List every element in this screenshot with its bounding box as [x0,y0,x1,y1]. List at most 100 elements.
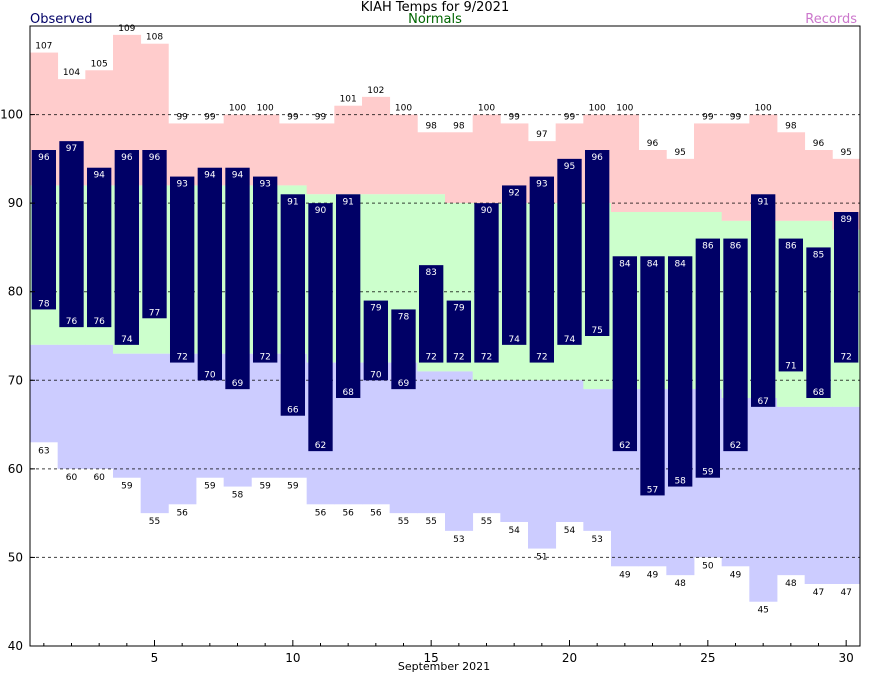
observed-high-label: 91 [757,197,768,207]
observed-high-label: 97 [66,144,77,154]
observed-bar [584,150,610,336]
record-high-label: 100 [616,104,633,114]
observed-low-label: 72 [536,353,547,363]
legend-normals: Normals [408,12,462,27]
record-low-label: 55 [149,517,160,527]
record-low-band [251,353,280,478]
observed-high-label: 94 [93,171,105,181]
record-low-band [832,406,861,584]
observed-low-label: 74 [564,335,576,345]
y-tick-label: 40 [8,639,23,653]
observed-bar [252,176,278,363]
observed-bar [778,238,804,372]
observed-bar [31,150,57,310]
record-low-band [140,353,169,514]
observed-low-label: 77 [149,308,160,318]
observed-high-label: 93 [176,180,187,190]
record-low-label: 45 [757,606,768,616]
record-low-label: 55 [481,517,492,527]
record-low-label: 59 [121,482,133,492]
observed-bar [114,150,140,345]
legend-records: Records [805,12,857,27]
observed-low-label: 68 [813,388,825,398]
observed-bar [446,300,472,363]
observed-bar [833,212,859,363]
observed-high-label: 85 [813,250,824,260]
record-high-band [611,114,640,212]
record-low-label: 53 [453,535,464,545]
record-low-label: 56 [342,508,354,518]
record-high-label: 99 [508,112,520,122]
observed-bar [142,150,167,319]
y-tick-label: 60 [8,462,23,476]
record-low-label: 47 [840,588,851,598]
record-high-label: 99 [287,112,299,122]
observed-high-label: 93 [536,180,547,190]
record-low-band [804,406,833,584]
observed-bar [418,265,444,363]
record-low-label: 56 [315,508,327,518]
y-tick-label: 70 [8,373,23,387]
observed-bar [280,194,306,416]
x-tick-label: 10 [285,651,300,665]
record-high-band [721,123,750,221]
observed-high-label: 96 [591,153,603,163]
observed-high-label: 93 [259,180,270,190]
record-low-label: 54 [564,526,576,536]
record-high-label: 99 [176,112,188,122]
observed-high-label: 86 [730,242,742,252]
record-low-band [472,380,501,514]
record-low-label: 53 [591,535,602,545]
record-high-label: 99 [204,112,216,122]
record-low-label: 49 [619,570,631,580]
record-high-label: 95 [840,148,851,158]
record-high-label: 99 [315,112,327,122]
observed-high-label: 91 [287,197,298,207]
plot-frame [29,25,861,647]
observed-low-label: 62 [619,441,630,451]
record-low-label: 60 [93,473,105,483]
record-low-band [445,371,474,531]
y-tick-label: 100 [0,108,23,122]
record-high-label: 99 [730,112,742,122]
observed-high-label: 78 [398,312,410,322]
record-low-label: 56 [370,508,382,518]
observed-low-label: 76 [66,317,78,327]
observed-low-label: 74 [121,335,133,345]
observed-low-label: 62 [730,441,741,451]
record-high-label: 97 [536,130,547,140]
observed-high-label: 96 [149,153,161,163]
record-low-band [30,344,59,443]
observed-bar [197,167,223,381]
observed-low-label: 68 [342,388,354,398]
record-low-label: 59 [259,482,271,492]
record-low-band [749,398,778,602]
observed-bar [723,238,748,452]
record-high-band [334,105,363,195]
record-high-band [85,70,114,186]
observed-low-label: 72 [840,353,851,363]
observed-low-label: 72 [453,353,464,363]
observed-high-label: 84 [647,259,659,269]
observed-low-label: 76 [93,317,105,327]
observed-low-label: 70 [370,370,382,380]
record-low-band [362,362,391,505]
record-high-band [417,132,446,195]
observed-high-label: 89 [840,215,852,225]
observed-low-label: 71 [785,361,796,371]
observed-high-label: 92 [508,188,519,198]
observed-low-label: 59 [702,468,714,478]
record-high-band [472,114,501,204]
x-tick-label: 15 [424,651,439,665]
record-high-label: 107 [35,42,52,52]
record-low-label: 51 [536,553,547,563]
observed-bar [363,300,389,381]
observed-low-label: 67 [757,397,768,407]
record-high-band [389,114,418,195]
record-high-label: 100 [257,104,274,114]
record-low-label: 56 [176,508,188,518]
observed-bar [557,158,582,345]
observed-bar [308,203,333,452]
observed-bar [695,238,721,478]
observed-bar [750,194,776,407]
